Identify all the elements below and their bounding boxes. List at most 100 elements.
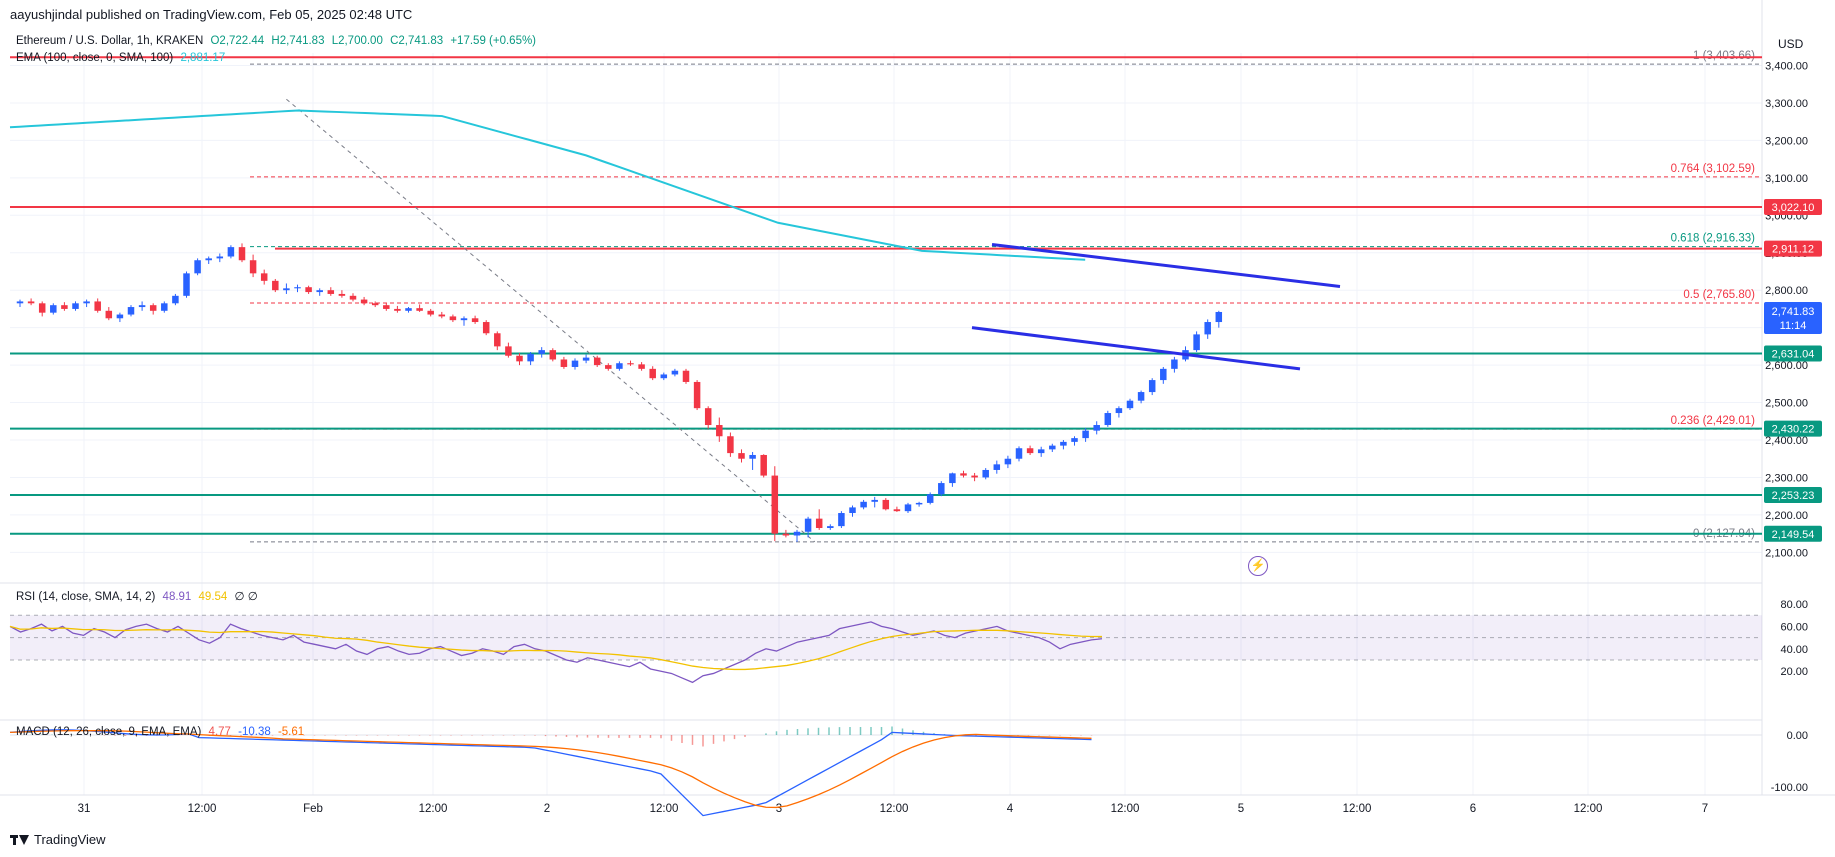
candle-body: [249, 260, 257, 274]
candle-body: [1115, 408, 1123, 414]
candle-body: [1071, 438, 1078, 442]
channel-lower-line: [971, 326, 1301, 371]
candle-body: [993, 464, 1001, 470]
candle-body: [660, 374, 668, 379]
price-tick-label: 3,300.00: [1765, 98, 1808, 110]
rsi-ma-line: [9, 625, 1103, 671]
candle-body: [1137, 392, 1145, 401]
candle-body: [915, 502, 923, 505]
level-price-label: 2,911.12: [1772, 244, 1814, 256]
low-value: L2,700.00: [331, 35, 383, 47]
candle-body: [50, 305, 57, 313]
time-tick-label: 7: [1702, 803, 1708, 815]
rsi-tick-label: 40.00: [1780, 644, 1808, 656]
candle-body: [427, 310, 434, 315]
macd-line: [9, 729, 1092, 817]
candle-body: [482, 322, 490, 334]
level-price-label: 2,149.54: [1772, 529, 1815, 541]
candle-body: [549, 350, 557, 360]
candle-body: [1015, 448, 1023, 459]
candle-body: [1148, 380, 1156, 393]
candle-body: [138, 305, 146, 308]
macd-label: MACD (12, 26, close, 9, EMA, EMA): [16, 726, 202, 738]
brand-name: TradingView: [34, 832, 106, 847]
candle-body: [61, 305, 68, 309]
candle-body: [638, 364, 645, 369]
time-tick-label: 12:00: [1574, 803, 1603, 815]
trend-line: [286, 98, 816, 543]
candle-body: [161, 303, 168, 311]
macd-tick-label: -100.00: [1771, 782, 1808, 794]
macd-tick-label: 0.00: [1787, 730, 1808, 742]
candle-body: [893, 509, 901, 512]
candle-body: [682, 370, 690, 382]
level-price-label: 3,022.10: [1772, 202, 1815, 214]
candle-body: [782, 533, 790, 536]
price-tick-label: 2,400.00: [1765, 435, 1808, 447]
candle-body: [294, 287, 301, 289]
candle-body: [316, 290, 323, 293]
candle-body: [960, 473, 967, 476]
rsi-tick-label: 80.00: [1780, 599, 1808, 611]
level-price-tag: [1764, 199, 1822, 216]
candle-body: [793, 531, 801, 536]
time-tick-label: 5: [1238, 803, 1244, 815]
change-value: +17.59 (+0.65%): [450, 35, 537, 47]
price-tick-label: 3,100.00: [1765, 173, 1808, 185]
lightning-icon[interactable]: ⚡: [1248, 556, 1268, 576]
time-tick-label: 12:00: [419, 803, 448, 815]
price-tick-label: 2,500.00: [1765, 398, 1808, 410]
time-tick-label: 6: [1470, 803, 1476, 815]
candle-body: [771, 475, 779, 534]
candle-body: [183, 273, 190, 296]
ema-legend[interactable]: EMA (100, close, 0, SMA, 100) 2,881.17: [16, 52, 225, 64]
candle-body: [238, 247, 246, 261]
candle-body: [338, 293, 346, 296]
tradingview-icon: [10, 834, 30, 846]
candle-body: [982, 469, 989, 478]
close-value: C2,741.83: [390, 35, 444, 47]
high-value: H2,741.83: [271, 35, 325, 47]
price-tick-label: 2,600.00: [1765, 360, 1808, 372]
fibonacci-level-label: 0.5 (2,765.80): [1683, 289, 1755, 301]
candle-body: [127, 307, 135, 315]
candle-body: [116, 314, 124, 319]
time-tick-label: 12:00: [1343, 803, 1372, 815]
time-tick-label: 12:00: [188, 803, 217, 815]
price-tick-label: 3,400.00: [1765, 61, 1808, 73]
fibonacci-level-label: 0.618 (2,916.33): [1671, 233, 1756, 245]
candle-body: [1093, 425, 1100, 431]
candle-body: [571, 360, 579, 367]
candle-body: [1160, 368, 1167, 381]
last-price-tag: [1764, 301, 1822, 334]
candle-body: [727, 436, 734, 454]
candle-body: [83, 301, 90, 304]
fibonacci-level-label: 0.236 (2,429.01): [1671, 415, 1756, 427]
candle-body: [538, 350, 545, 354]
candle-body: [938, 483, 945, 495]
level-price-tag: [1764, 240, 1822, 257]
candle-body: [194, 260, 201, 274]
candle-body: [1049, 445, 1056, 450]
last-price-label: 2,741.83: [1772, 306, 1815, 318]
time-tick-label: 31: [78, 803, 91, 815]
candle-body: [27, 301, 35, 304]
rsi-legend[interactable]: RSI (14, close, SMA, 14, 2) 48.91 49.54 …: [16, 589, 258, 603]
rsi-value: 48.91: [162, 591, 192, 603]
price-tick-label: 2,300.00: [1765, 472, 1808, 484]
candle-body: [582, 357, 590, 361]
candle-body: [505, 346, 512, 356]
rsi-line: [9, 621, 1103, 684]
currency-label[interactable]: USD: [1778, 37, 1804, 51]
publisher-line: aayushjindal published on TradingView.co…: [10, 7, 413, 22]
candle-body: [1126, 400, 1134, 409]
candle-body: [849, 507, 856, 514]
candle-body: [149, 305, 157, 311]
price-tick-label: 2,100.00: [1765, 547, 1808, 559]
time-tick-label: 3: [776, 803, 782, 815]
macd-legend[interactable]: MACD (12, 26, close, 9, EMA, EMA) 4.77 -…: [16, 726, 304, 738]
ema-value: 2,881.17: [180, 52, 226, 64]
candle-body: [360, 299, 368, 304]
time-tick-label: 12:00: [880, 803, 909, 815]
